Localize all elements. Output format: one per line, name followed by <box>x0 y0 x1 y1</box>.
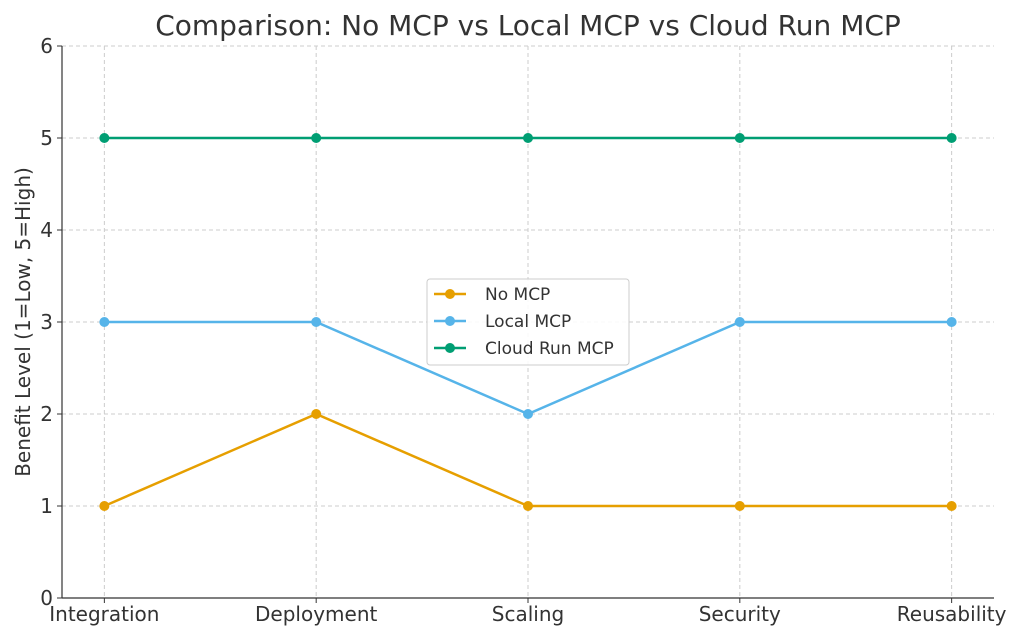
data-point <box>523 501 533 511</box>
data-point <box>311 409 322 419</box>
tick-labels: 0 1 2 3 4 5 6 Integration Deployment Scaling Secur… <box>40 34 1006 626</box>
legend-marker <box>445 343 455 353</box>
y-tick-label: 5 <box>40 126 53 150</box>
x-tick-label: Integration <box>49 602 159 626</box>
x-tick-label: Reusability <box>897 602 1007 626</box>
y-tick-label: 4 <box>40 218 53 242</box>
axes <box>57 45 994 603</box>
y-tick-label: 1 <box>40 494 53 518</box>
data-point <box>734 317 745 327</box>
y-axis-label: Benefit Level (1=Low, 5=High) <box>11 167 35 477</box>
data-point <box>523 409 533 419</box>
y-tick-label: 6 <box>40 34 53 58</box>
legend-marker <box>445 316 455 326</box>
data-point <box>99 133 110 143</box>
data-point <box>734 133 745 143</box>
data-point <box>946 317 957 327</box>
data-point <box>311 133 322 143</box>
x-tick-label: Security <box>699 602 781 626</box>
data-point <box>99 317 110 327</box>
x-tick-label: Scaling <box>492 602 564 626</box>
legend-label: No MCP <box>485 285 550 305</box>
y-tick-label: 0 <box>40 586 53 610</box>
data-point <box>734 501 745 511</box>
y-tick-label: 3 <box>40 310 53 334</box>
x-tick-label: Deployment <box>255 602 377 626</box>
data-point <box>99 501 110 511</box>
data-point <box>946 501 957 511</box>
legend-label: Local MCP <box>485 312 571 332</box>
legend-box <box>426 278 630 366</box>
legend: No MCP Local MCP Cloud Run MCP <box>426 278 630 366</box>
chart-title: Comparison: No MCP vs Local MCP vs Cloud… <box>155 9 901 42</box>
data-point <box>523 133 533 143</box>
legend-marker <box>445 289 455 299</box>
series-group <box>99 133 957 511</box>
data-point <box>311 317 322 327</box>
y-tick-label: 2 <box>40 402 53 426</box>
legend-label: Cloud Run MCP <box>485 339 614 359</box>
data-point <box>946 133 957 143</box>
